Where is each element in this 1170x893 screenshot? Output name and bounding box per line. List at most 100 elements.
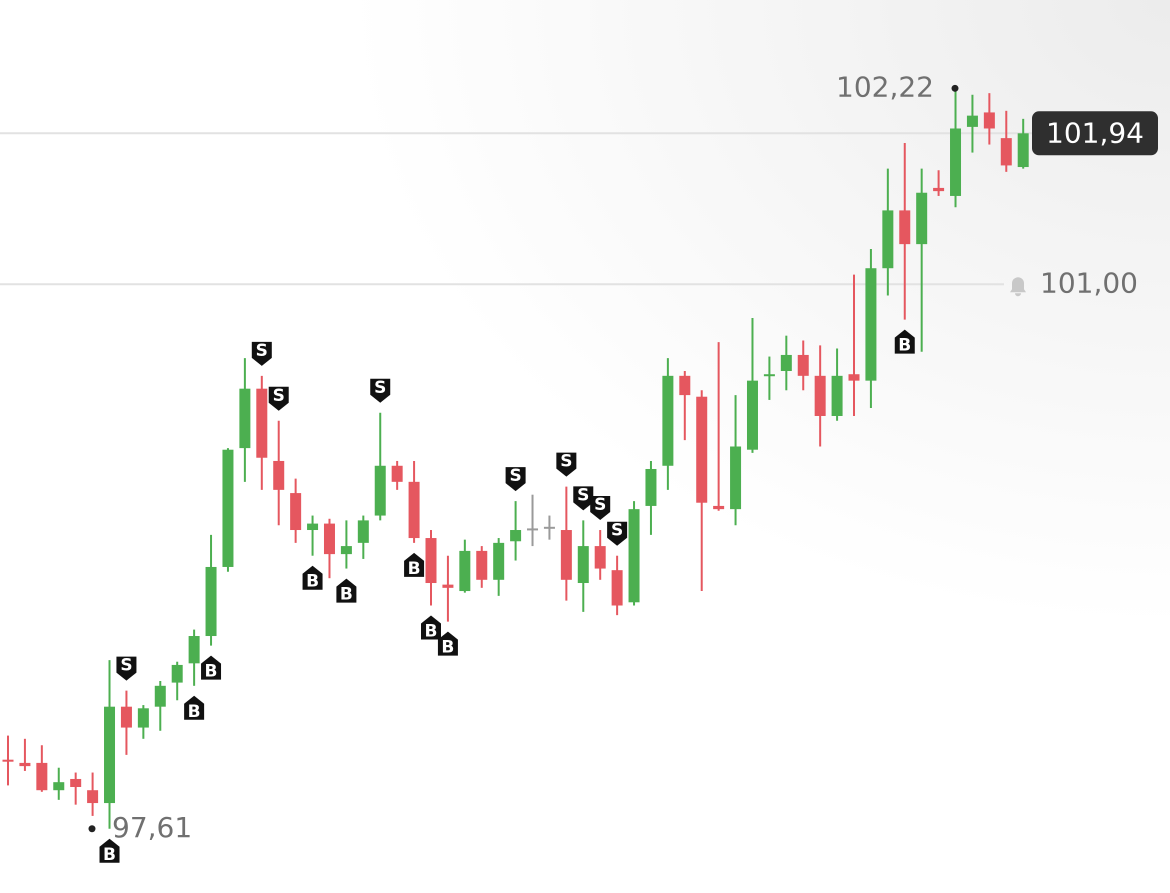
- trade-label: S: [611, 521, 623, 541]
- trade-marker: B: [336, 578, 357, 605]
- bell-icon: [1010, 277, 1026, 297]
- buy-flag: [404, 552, 425, 577]
- candle-body: [763, 374, 775, 377]
- candle-body: [205, 566, 217, 637]
- trade-marker: S: [116, 656, 137, 681]
- buy-flag: [184, 695, 205, 720]
- trade-label: S: [594, 495, 606, 515]
- candle-body: [814, 375, 826, 416]
- trade-label: S: [256, 341, 268, 361]
- low-dot: [88, 825, 96, 833]
- trade-label: B: [103, 845, 116, 865]
- sell-flag: [116, 656, 137, 681]
- candle-body: [611, 570, 623, 606]
- candle-body: [1017, 133, 1029, 168]
- trade-label: B: [408, 559, 421, 579]
- candle-body: [628, 509, 640, 603]
- trade-marker: B: [437, 631, 458, 658]
- candle-body: [713, 505, 725, 510]
- last-price-badge: [1032, 111, 1158, 156]
- trade-marker: B: [894, 329, 915, 356]
- trade-marker: S: [268, 386, 289, 411]
- trade-label: B: [205, 662, 218, 682]
- buy-flag: [99, 838, 120, 863]
- candle-body: [256, 388, 268, 458]
- candle-body: [2, 759, 14, 762]
- candle-body: [459, 550, 471, 592]
- trade-label: S: [374, 378, 386, 398]
- trade-marker: B: [201, 655, 222, 682]
- candle-body: [730, 446, 742, 510]
- sell-flag: [590, 496, 611, 521]
- candle-body: [70, 778, 82, 787]
- candle-body: [966, 115, 978, 127]
- trade-label: S: [120, 656, 132, 676]
- candle-body: [916, 192, 928, 245]
- candle-body: [1000, 138, 1012, 166]
- candle-body: [36, 762, 48, 791]
- sell-flag: [268, 386, 289, 411]
- candle-body: [188, 636, 200, 664]
- candle-body: [933, 187, 945, 192]
- candle-body: [357, 520, 369, 543]
- trade-label: S: [509, 466, 521, 486]
- candle-body: [493, 542, 505, 580]
- trade-marker: S: [590, 495, 611, 521]
- sell-flag: [370, 378, 391, 403]
- trade-label: B: [441, 638, 454, 658]
- candle-body: [882, 210, 894, 269]
- high-dot: [951, 84, 959, 92]
- candle-body: [307, 523, 319, 531]
- sell-flag: [556, 452, 577, 477]
- candle-body: [19, 762, 31, 767]
- candle-body: [239, 388, 251, 449]
- candle-body: [442, 584, 454, 588]
- candle-body: [120, 706, 132, 728]
- trade-marker: B: [99, 838, 120, 865]
- candle-body: [865, 268, 877, 381]
- candle-body: [340, 546, 352, 555]
- trade-marker: B: [421, 615, 441, 642]
- candle-body: [527, 528, 539, 531]
- buy-flag: [302, 565, 323, 590]
- trade-label: S: [273, 386, 285, 406]
- candle-body: [899, 210, 911, 245]
- trade-marker: S: [505, 466, 526, 492]
- candle-body: [273, 460, 285, 490]
- sell-flag: [251, 341, 272, 366]
- last-price-label: 101,94: [1046, 116, 1144, 149]
- candle-body: [950, 128, 962, 196]
- trade-label: B: [898, 336, 911, 356]
- buy-flag: [421, 615, 441, 640]
- candle-body: [594, 546, 606, 569]
- trade-marker: S: [370, 378, 391, 403]
- sell-flag: [505, 467, 526, 492]
- candle-body: [87, 790, 99, 804]
- trade-label: B: [425, 622, 438, 642]
- low-label: 97,61: [112, 811, 192, 844]
- candle-body: [476, 550, 488, 580]
- candle-body: [543, 526, 555, 529]
- trade-marker: S: [251, 341, 272, 366]
- candle-body: [374, 465, 386, 516]
- trade-label: B: [306, 572, 319, 592]
- candle-body: [662, 375, 674, 466]
- candle-body: [391, 465, 403, 482]
- trade-label: B: [188, 702, 201, 722]
- candle-body: [577, 546, 589, 584]
- candle-body: [53, 782, 65, 791]
- candle-body: [679, 375, 691, 396]
- sell-flag: [607, 521, 628, 546]
- trade-marker: B: [404, 552, 425, 579]
- candle-body: [797, 354, 809, 376]
- candle-body: [645, 468, 657, 506]
- candle-body: [746, 380, 758, 450]
- candle-body: [171, 664, 183, 683]
- sell-flag: [573, 486, 594, 511]
- high-label: 102,22: [836, 70, 934, 103]
- candle-body: [222, 449, 234, 567]
- trade-marker: S: [556, 452, 577, 477]
